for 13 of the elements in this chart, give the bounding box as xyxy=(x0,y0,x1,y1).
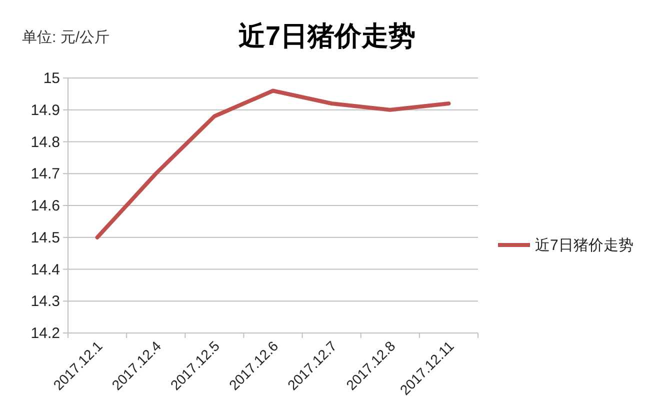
y-tick-label: 14.9 xyxy=(30,102,60,119)
y-tick-label: 14.5 xyxy=(30,229,60,246)
y-tick-label: 14.6 xyxy=(30,198,60,214)
line-series xyxy=(95,88,451,240)
y-tick-label: 14.7 xyxy=(30,166,60,183)
text: 单位: 元/公斤 xyxy=(22,29,110,46)
y-tick-label: 14.8 xyxy=(30,134,60,151)
y-tick-label: 14.4 xyxy=(30,261,60,278)
legend-label: 近7日猪价走势 xyxy=(535,237,634,254)
y-tick-label: 14.2 xyxy=(30,325,60,342)
y-tick-label: 14.3 xyxy=(30,293,60,310)
chart-title: 近7日猪价走势 xyxy=(238,21,416,51)
y-tick-label: 15 xyxy=(43,70,60,87)
